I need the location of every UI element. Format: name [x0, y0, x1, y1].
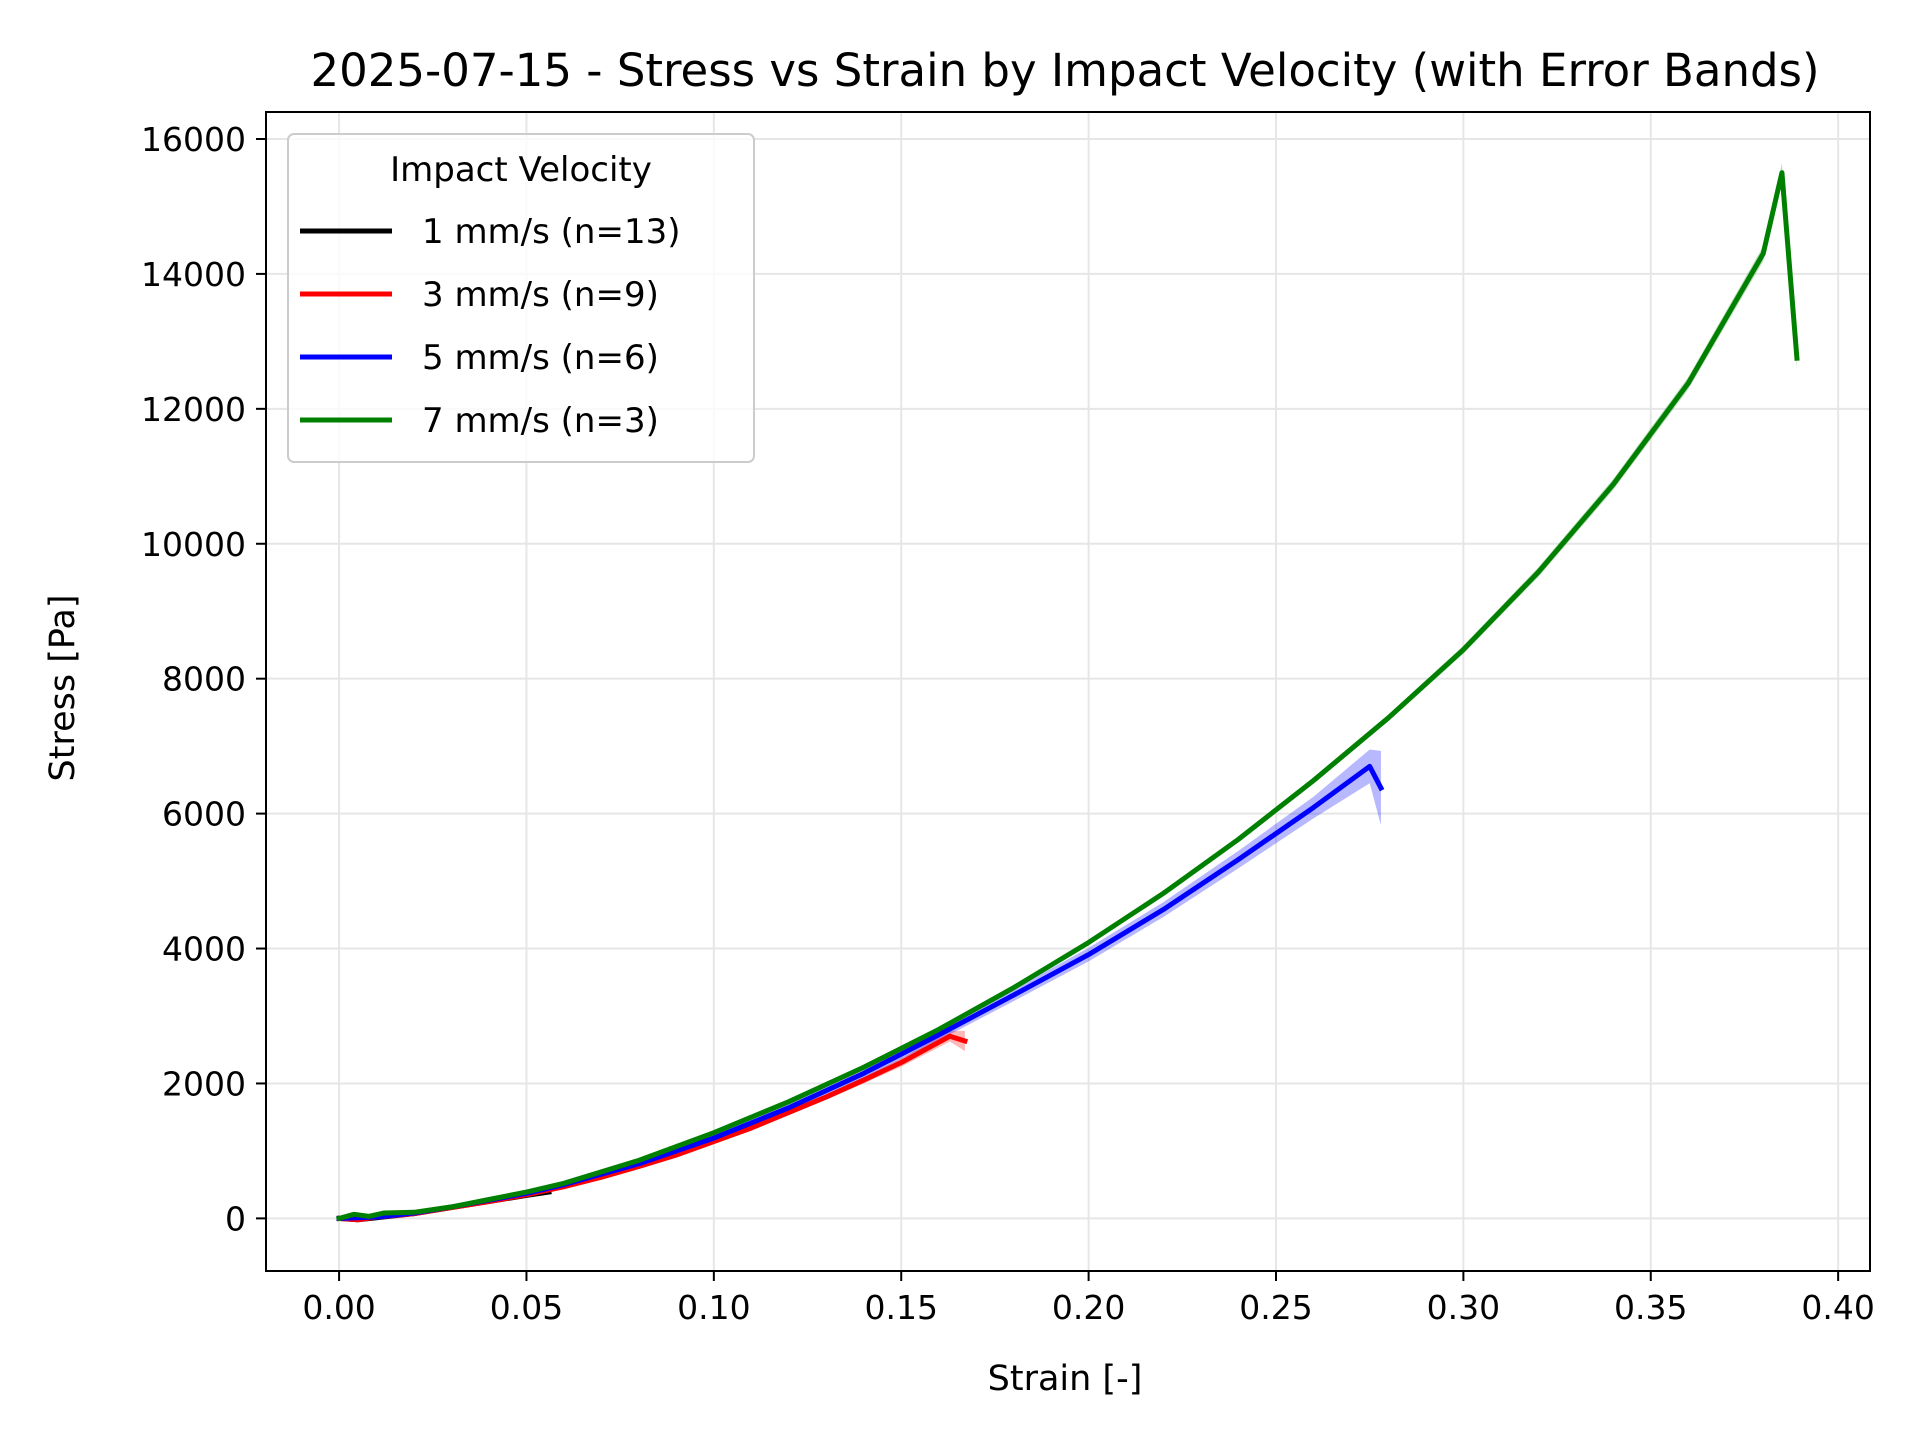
x-tick-label: 0.15: [864, 1288, 937, 1327]
legend-title: Impact Velocity: [390, 150, 652, 190]
legend-entry-label: 5 mm/s (n=6): [422, 338, 659, 378]
series-line-layer: [336, 170, 1800, 1223]
y-tick-label: 0: [225, 1199, 246, 1238]
x-tick-label: 0.20: [1052, 1288, 1125, 1327]
y-tick-label: 16000: [141, 120, 246, 159]
x-axis-label: Strain [-]: [988, 1359, 1143, 1399]
chart-title: 2025-07-15 - Stress vs Strain by Impact …: [310, 44, 1819, 97]
y-tick-label: 10000: [141, 525, 246, 564]
legend-entry-label: 7 mm/s (n=3): [422, 401, 659, 441]
y-tick-label: 8000: [162, 660, 246, 699]
y-axis-label: Stress [Pa]: [43, 595, 83, 782]
legend: Impact Velocity 1 mm/s (n=13) 3 mm/s (n=9…: [287, 133, 755, 463]
legend-box: [287, 133, 755, 463]
y-tick-label: 4000: [162, 930, 246, 969]
series-line: [336, 170, 1800, 1222]
plot-area-frame: [265, 111, 1871, 1272]
tick-layer: 0.00 0.05 0.10 0.15 0.20 0.25 0.30 0.35 0.40 0 200…: [141, 120, 1875, 1327]
x-tick-label: 0.10: [677, 1288, 750, 1327]
y-tick-label: 14000: [141, 255, 246, 294]
x-tick-label: 0.40: [1801, 1288, 1874, 1327]
legend-entry-label: 1 mm/s (n=13): [422, 212, 681, 252]
x-tick-label: 0.25: [1239, 1288, 1312, 1327]
y-tick-label: 6000: [162, 795, 246, 834]
x-tick-label: 0.00: [302, 1288, 375, 1327]
y-tick-label: 2000: [162, 1064, 246, 1103]
x-tick-label: 0.35: [1614, 1288, 1687, 1327]
x-tick-label: 0.05: [490, 1288, 563, 1327]
x-tick-label: 0.30: [1427, 1288, 1500, 1327]
legend-entry-label: 3 mm/s (n=9): [422, 275, 659, 315]
y-tick-label: 12000: [141, 390, 246, 429]
